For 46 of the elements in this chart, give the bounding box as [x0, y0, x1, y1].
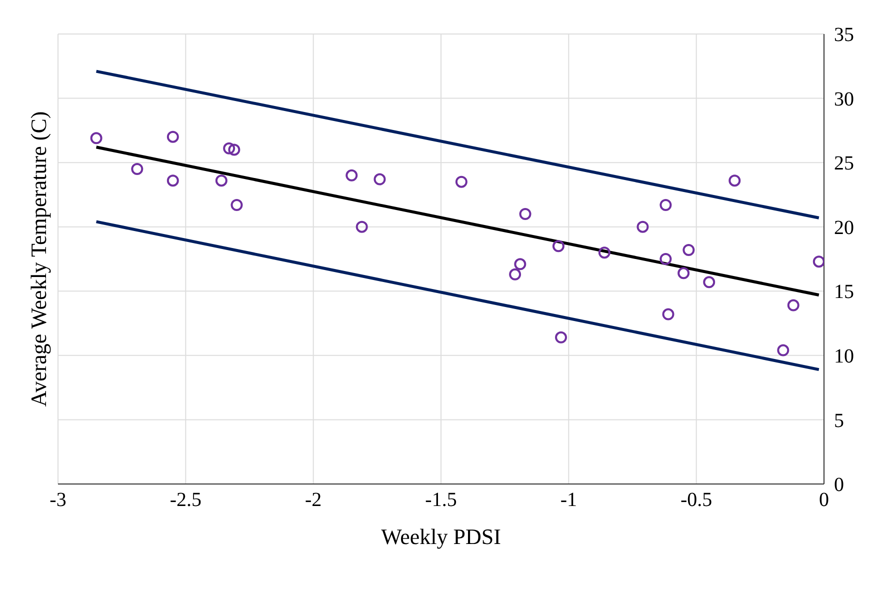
point	[660, 253, 672, 265]
point	[777, 344, 790, 356]
y-tick-label: 15	[834, 281, 854, 304]
y-tick-label: 0	[834, 474, 844, 496]
point	[660, 199, 672, 211]
point	[509, 268, 522, 280]
x-tick-label: 0	[819, 489, 829, 512]
y-tick-label: 5	[834, 410, 844, 432]
x-tick-label: -3	[50, 489, 66, 512]
point	[812, 256, 824, 268]
point	[636, 220, 649, 233]
point	[703, 276, 716, 288]
point	[166, 174, 179, 187]
point	[90, 132, 102, 144]
x-axis-title: Weekly PDSI	[381, 524, 501, 549]
point	[682, 244, 695, 256]
point	[166, 130, 179, 143]
point	[598, 246, 610, 259]
point	[346, 169, 358, 182]
point	[223, 142, 236, 154]
point	[519, 208, 532, 220]
point	[555, 331, 568, 344]
point	[552, 240, 564, 252]
point	[215, 174, 228, 187]
y-tick-label: 25	[834, 152, 854, 175]
point	[374, 173, 386, 186]
y-tick-label: 20	[834, 216, 854, 239]
point	[228, 144, 240, 156]
x-tick-label: -2	[304, 489, 322, 512]
point	[514, 258, 526, 270]
y-tick-label: 35	[834, 24, 854, 46]
point	[787, 299, 800, 312]
point	[356, 220, 368, 233]
x-tick-label: -2.5	[170, 489, 202, 512]
y-tick-label: 30	[834, 88, 854, 110]
point	[662, 308, 674, 320]
y-tick-label: 10	[834, 346, 854, 368]
y-axis-title: Average Weekly Temperature (C)	[26, 111, 51, 407]
x-tick-label: -0.5	[680, 489, 712, 512]
point	[455, 176, 468, 188]
point	[230, 199, 243, 211]
point	[678, 267, 690, 280]
point	[728, 174, 741, 187]
point	[131, 163, 144, 175]
x-tick-label: -1	[560, 489, 578, 512]
x-tick-label: -1.5	[425, 489, 457, 512]
